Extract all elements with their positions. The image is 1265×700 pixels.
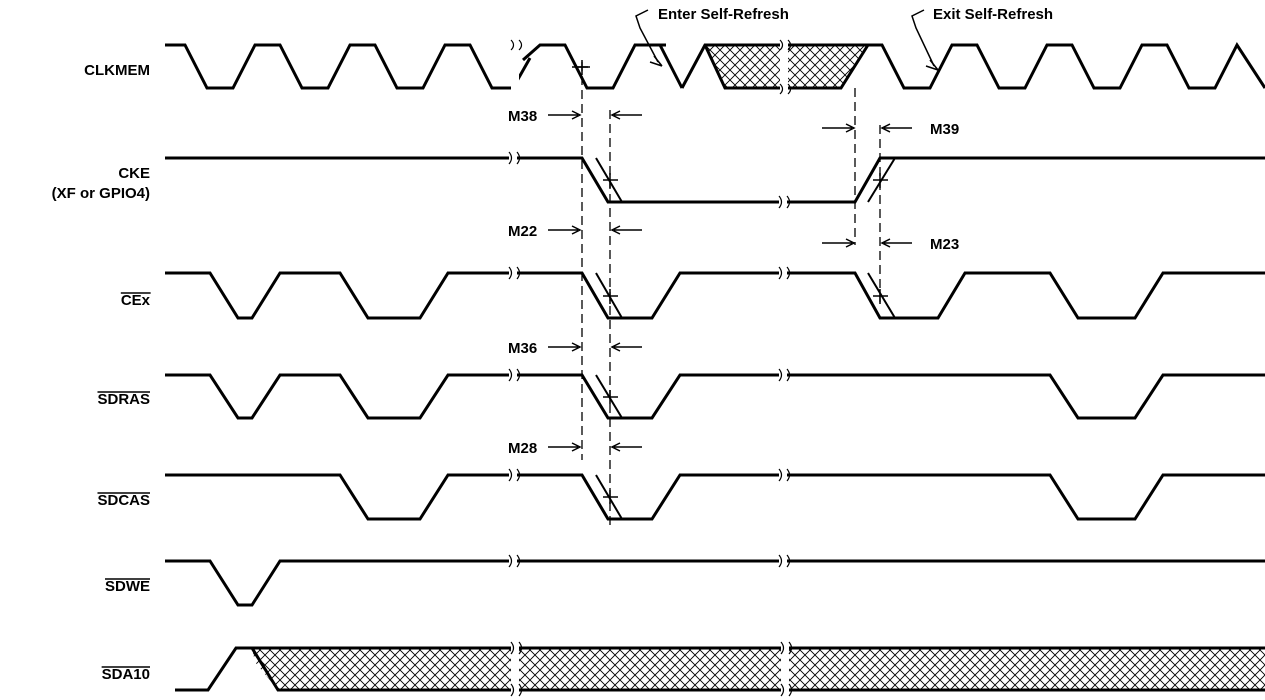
exit-leader <box>911 9 935 67</box>
edge-crosshairs <box>575 60 888 504</box>
waveform-sda10 <box>175 641 1265 697</box>
enter-leader <box>635 9 659 63</box>
signal-sublabel-cke: (XF or GPIO4) <box>52 185 150 202</box>
sdcas-waveform <box>165 473 1265 521</box>
waveform-sdras <box>165 368 1265 420</box>
waveform-sdwe <box>165 554 1265 607</box>
sdras-waveform <box>165 373 1265 420</box>
sda10-hatched-region <box>252 648 1265 690</box>
waveform-cke <box>165 151 1265 209</box>
signal-label-sdcas: SDCAS <box>97 492 150 509</box>
self-refresh-annotations: Enter Self-Refresh Exit Self-Refresh <box>635 6 1053 71</box>
timing-labels: M38 M39 M22 M23 M36 M28 <box>508 108 959 457</box>
signal-label-sdras: SDRAS <box>97 391 150 408</box>
timing-arrows <box>548 110 912 452</box>
signal-label-sdwe: SDWE <box>105 578 150 595</box>
sda10-waveform <box>175 646 1265 692</box>
clkmem-waveform <box>165 42 1265 90</box>
sdwe-waveform <box>165 559 1265 607</box>
timing-label-m22: M22 <box>508 223 537 240</box>
timing-label-m39: M39 <box>930 121 959 138</box>
cex-waveform <box>165 271 1265 320</box>
signal-label-cke: CKE <box>118 165 150 182</box>
enter-self-refresh-label: Enter Self-Refresh <box>658 6 789 23</box>
timing-label-m28: M28 <box>508 440 537 457</box>
signal-label-clkmem: CLKMEM <box>84 62 150 79</box>
waveform-clkmem <box>165 39 1265 95</box>
timing-label-m36: M36 <box>508 340 537 357</box>
timing-label-m38: M38 <box>508 108 537 125</box>
timing-label-m23: M23 <box>930 236 959 253</box>
cke-waveform <box>165 156 1265 204</box>
waveform-sdcas <box>165 468 1265 521</box>
signal-label-sda10: SDA10 <box>102 666 150 683</box>
waveform-cex <box>165 266 1265 320</box>
active-low-overlines <box>97 292 151 668</box>
reference-lines <box>581 62 881 530</box>
signal-labels: CLKMEM CKE (XF or GPIO4) CEx SDRAS SDCAS… <box>52 62 151 683</box>
signal-label-cex: CEx <box>121 292 151 309</box>
exit-self-refresh-label: Exit Self-Refresh <box>933 6 1053 23</box>
